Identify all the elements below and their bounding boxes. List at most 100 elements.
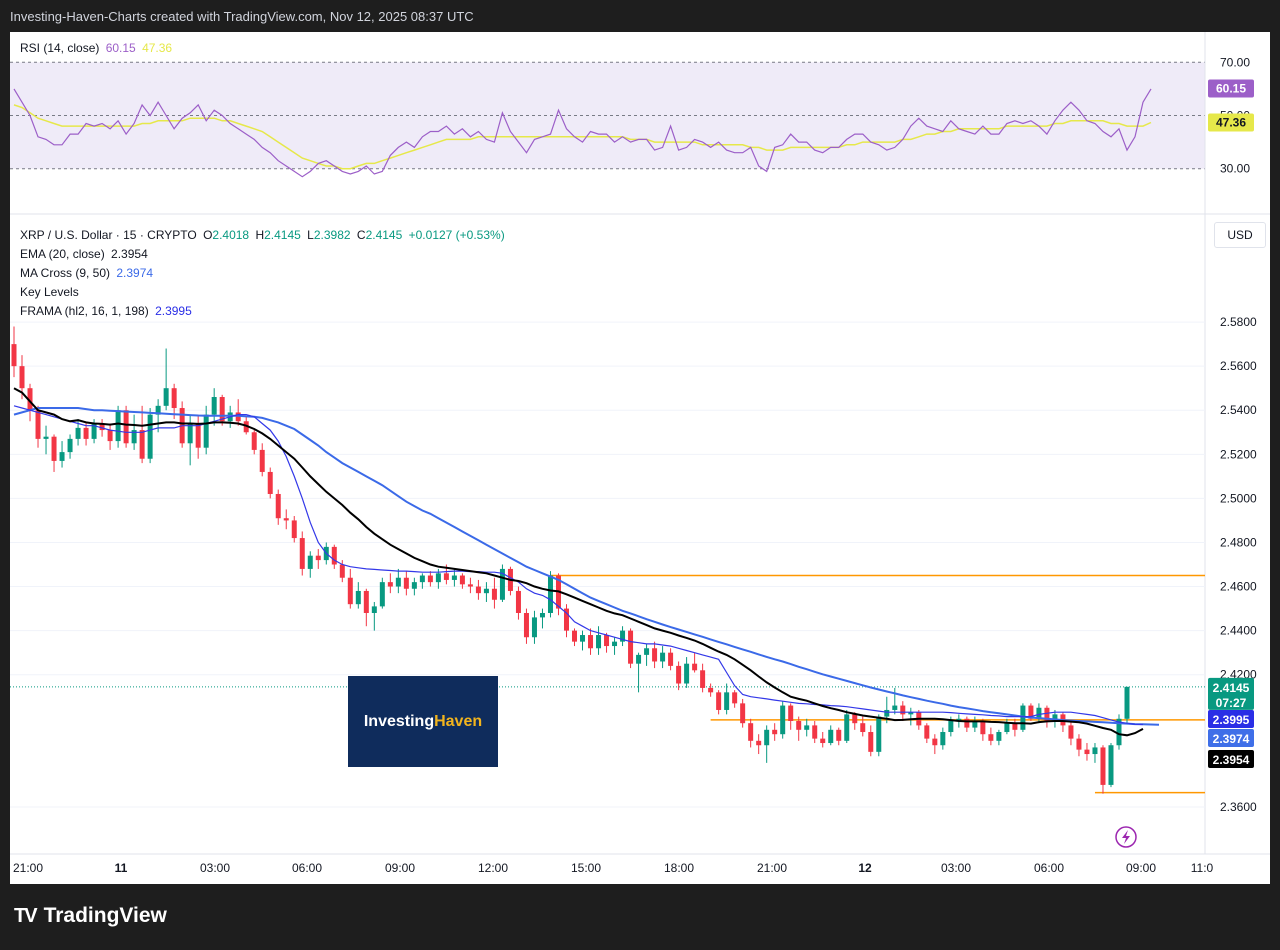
- currency-button[interactable]: USD: [1214, 222, 1266, 248]
- candle-body: [299, 538, 305, 569]
- price-tick-label: 2.4800: [1220, 535, 1257, 549]
- candle: [972, 716, 978, 733]
- candle: [572, 628, 578, 647]
- candle-body: [563, 608, 569, 631]
- time-tick-label: 18:00: [664, 861, 694, 875]
- candle: [628, 628, 634, 669]
- ema-legend[interactable]: EMA (20, close) 2.3954: [20, 245, 508, 264]
- ma-badge: 2.3974: [1208, 729, 1254, 747]
- candle: [187, 414, 193, 466]
- candle: [315, 549, 321, 569]
- main-legend: XRP / U.S. Dollar · 15 · CRYPTO O2.4018 …: [20, 226, 508, 321]
- rsi-ma-value: 47.36: [142, 41, 173, 55]
- chart-caption: Investing-Haven-Charts created with Trad…: [10, 9, 474, 24]
- time-tick-label: 15:00: [571, 861, 601, 875]
- candle-body: [35, 410, 41, 439]
- candle: [1044, 705, 1050, 728]
- candle-body: [515, 590, 521, 613]
- candle: [403, 571, 409, 596]
- candle-body: [740, 703, 746, 724]
- time-tick-label: 03:00: [200, 861, 230, 875]
- last-price-badge-text: 07:27: [1216, 696, 1247, 710]
- candle-body: [155, 405, 161, 415]
- ema-badge-text: 2.3954: [1213, 753, 1250, 767]
- candle: [828, 725, 834, 746]
- candle: [179, 401, 185, 448]
- candle: [932, 734, 938, 755]
- candle-body: [67, 438, 73, 453]
- candle: [339, 560, 345, 583]
- candle: [531, 610, 537, 644]
- candle: [1116, 714, 1122, 750]
- candle: [235, 399, 241, 426]
- price-tick-label: 2.5600: [1220, 359, 1257, 373]
- candle: [11, 326, 17, 378]
- symbol-label[interactable]: XRP / U.S. Dollar · 15 · CRYPTO: [20, 228, 197, 242]
- candle: [860, 716, 866, 737]
- lightning-icon-ring: [1115, 826, 1137, 848]
- candle: [147, 408, 153, 464]
- candle-body: [371, 606, 377, 613]
- candle-body: [748, 723, 754, 741]
- candle-body: [652, 648, 658, 662]
- candle: [275, 489, 281, 525]
- candle: [788, 703, 794, 730]
- candle: [588, 628, 594, 655]
- investinghaven-watermark: Investing Haven: [348, 676, 498, 767]
- candle-body: [491, 588, 497, 600]
- candle-body: [483, 588, 489, 594]
- candle-body: [435, 573, 441, 583]
- rsi-legend: RSI (14, close) 60.15 47.36: [20, 41, 175, 55]
- candle-body: [107, 430, 113, 442]
- chart-canvas[interactable]: 70.0050.0030.002.58002.56002.54002.52002…: [10, 32, 1270, 884]
- candle: [596, 626, 602, 655]
- rsi-ma-value-badge-text: 47.36: [1216, 116, 1246, 130]
- candle-body: [924, 725, 930, 739]
- candle-body: [171, 388, 177, 409]
- candle: [1084, 743, 1090, 761]
- watermark-haven: Haven: [434, 712, 483, 730]
- price-tick-label: 2.5000: [1220, 491, 1257, 505]
- key-levels-label: Key Levels: [20, 285, 79, 299]
- candle: [796, 716, 802, 741]
- candle: [1124, 686, 1130, 723]
- candle-body: [83, 427, 89, 439]
- candle-body: [291, 520, 297, 539]
- candle-body: [307, 555, 313, 569]
- price-tick-label: 2.4400: [1220, 624, 1257, 638]
- candle: [459, 573, 465, 589]
- candle-body: [1020, 705, 1026, 730]
- candle-body: [716, 692, 722, 710]
- frama-badge: 2.3995: [1208, 710, 1254, 728]
- candle-body: [1092, 747, 1098, 755]
- time-tick-label: 09:00: [1126, 861, 1156, 875]
- candle: [139, 405, 145, 464]
- candle-body: [19, 366, 25, 389]
- key-levels-legend[interactable]: Key Levels: [20, 283, 508, 302]
- rsi-ma-value-badge-bg: [1208, 113, 1254, 132]
- candle-body: [259, 449, 265, 472]
- candle-body: [828, 729, 834, 744]
- candle: [892, 687, 898, 715]
- frama-legend[interactable]: FRAMA (hl2, 16, 1, 198) 2.3995: [20, 302, 508, 321]
- candle: [732, 690, 738, 708]
- candle: [804, 718, 810, 737]
- candle-body: [451, 575, 457, 580]
- tradingview-brand[interactable]: TV TradingView: [14, 904, 167, 928]
- candle-body: [523, 612, 529, 638]
- candle-body: [780, 705, 786, 735]
- candle: [876, 714, 882, 757]
- candle-body: [355, 590, 361, 605]
- candle: [716, 690, 722, 715]
- candle-body: [820, 738, 826, 744]
- candle-body: [411, 582, 417, 589]
- ohlc-legend: XRP / U.S. Dollar · 15 · CRYPTO O2.4018 …: [20, 226, 508, 245]
- lightning-icon[interactable]: [1115, 826, 1137, 848]
- candle-body: [467, 584, 473, 587]
- ma-cross-legend[interactable]: MA Cross (9, 50) 2.3974: [20, 264, 508, 283]
- candle-body: [91, 423, 97, 439]
- rsi-value-badge-bg: [1208, 79, 1254, 98]
- candle: [780, 701, 786, 739]
- candle-body: [732, 692, 738, 704]
